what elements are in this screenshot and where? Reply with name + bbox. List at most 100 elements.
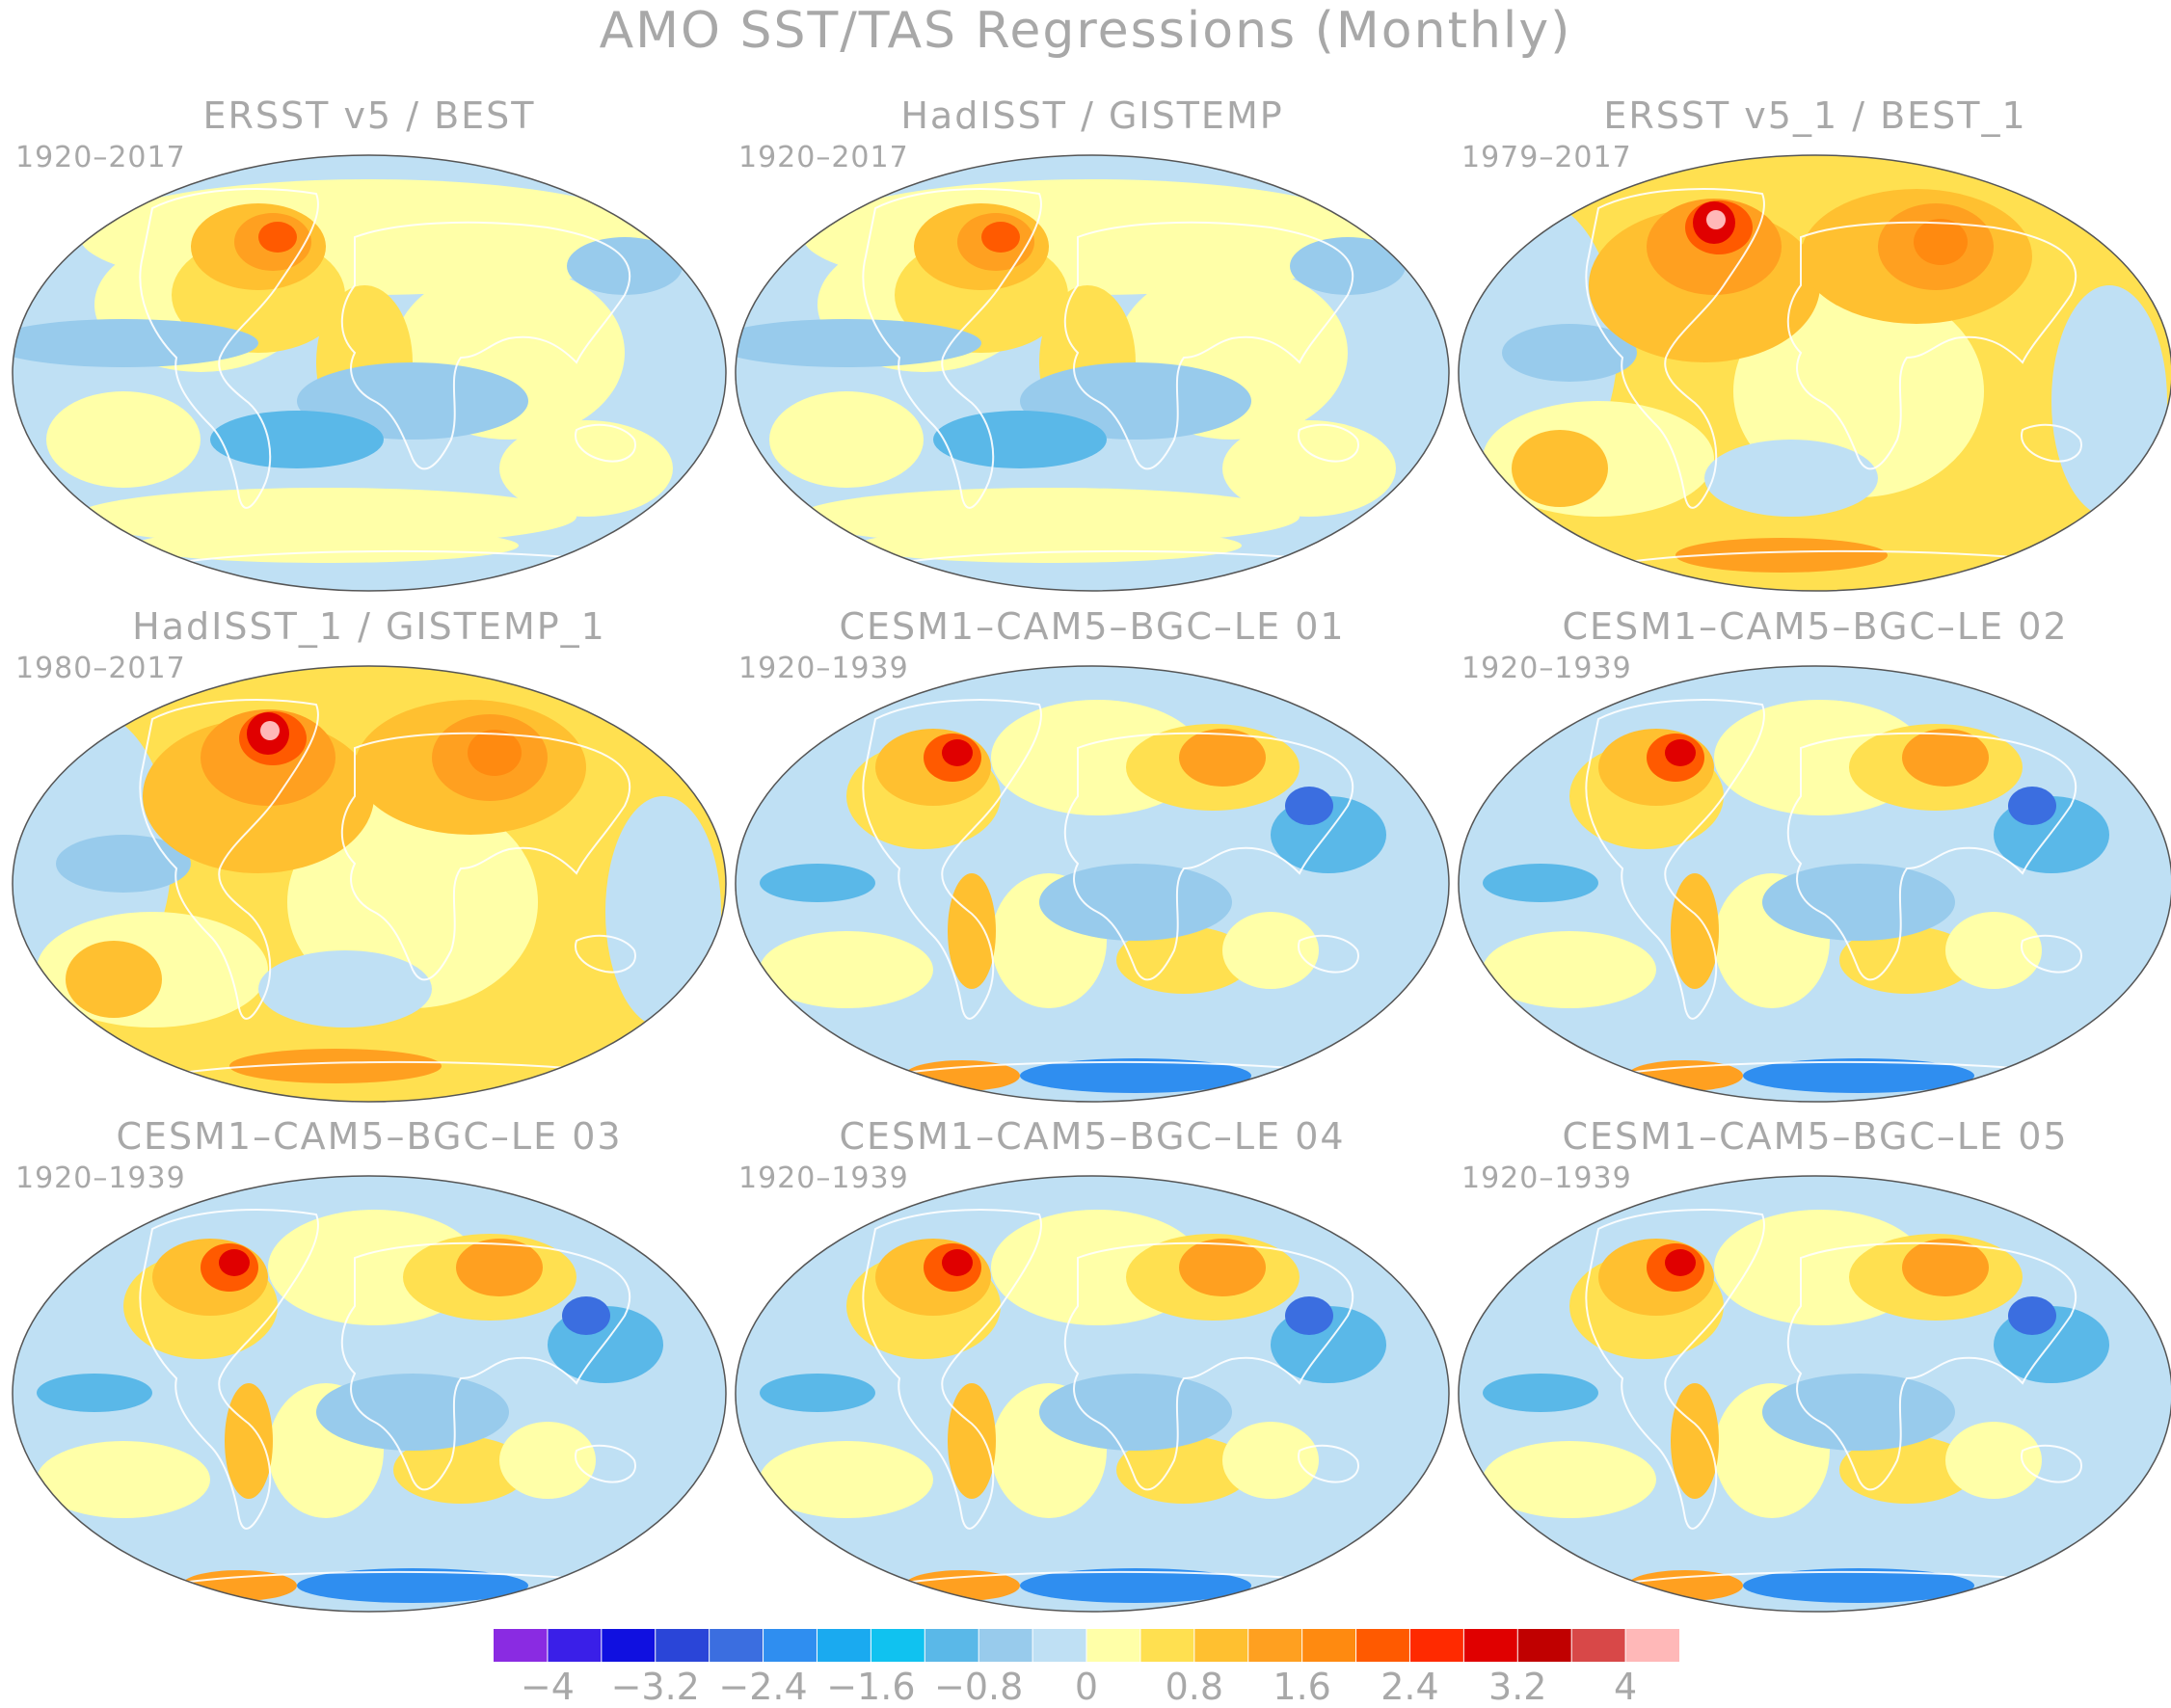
anomaly-region	[1743, 1058, 1974, 1093]
anomaly-region	[1945, 912, 2042, 989]
anomaly-region	[1020, 1568, 1251, 1603]
world-map	[12, 154, 727, 592]
map-panel: CESM1–CAM5–BGC–LE 03 1920–1939	[8, 1115, 731, 1616]
panel-years: 1920–2017	[738, 141, 909, 174]
map-panel: HadISST_1 / GISTEMP_1 1980–2017	[8, 605, 731, 1107]
anomaly-region	[1704, 440, 1878, 517]
anomaly-region	[1116, 926, 1251, 994]
coastline	[1585, 1209, 2082, 1587]
coastline	[1585, 699, 2082, 1077]
colorbar-label: 2.4	[1380, 1666, 1439, 1708]
anomaly-region	[75, 488, 576, 546]
panel-years: 1920–1939	[15, 1161, 186, 1195]
anomaly-region	[856, 528, 1242, 563]
anomaly-region	[1020, 1058, 1251, 1093]
coastline	[862, 188, 1359, 566]
panel-years: 1920–1939	[1461, 1161, 1632, 1195]
anomaly-region	[260, 721, 280, 740]
world-map	[1458, 154, 2171, 592]
anomaly-region	[37, 1441, 210, 1518]
world-map	[735, 154, 1450, 592]
anomaly-region	[2051, 285, 2167, 517]
anomaly-region	[1914, 219, 1968, 265]
colorbar-label: −3.2	[610, 1666, 700, 1708]
colorbar	[494, 1629, 1679, 1662]
anomaly-region	[297, 1568, 528, 1603]
anomaly-region	[258, 950, 432, 1027]
anomaly-region	[66, 941, 162, 1018]
world-map	[735, 665, 1450, 1103]
anomaly-region	[456, 1239, 543, 1296]
anomaly-region	[1902, 729, 1989, 787]
anomaly-region	[760, 1374, 875, 1412]
map-panel: CESM1–CAM5–BGC–LE 04 1920–1939	[731, 1115, 1454, 1616]
anomaly-region	[1285, 787, 1333, 825]
colorbar-swatch	[494, 1629, 549, 1662]
world-map	[1458, 665, 2171, 1103]
anomaly-region	[258, 222, 297, 253]
figure-title: AMO SST/TAS Regressions (Monthly)	[599, 2, 1572, 60]
map-panel: CESM1–CAM5–BGC–LE 02 1920–1939	[1454, 605, 2171, 1107]
anomaly-region	[567, 237, 683, 295]
anomaly-region	[2008, 1296, 2056, 1335]
colorbar-swatch	[817, 1629, 871, 1662]
anomaly-region	[605, 796, 721, 1027]
anomaly-region	[225, 1383, 273, 1499]
map-panel: CESM1–CAM5–BGC–LE 05 1920–1939	[1454, 1115, 2171, 1616]
anomaly-region	[942, 739, 973, 766]
anomaly-region	[1665, 739, 1696, 766]
coastline	[139, 1209, 636, 1587]
anomaly-region	[1665, 1249, 1696, 1276]
colorbar-swatch	[1139, 1629, 1195, 1662]
panel-title: HadISST_1 / GISTEMP_1	[132, 605, 606, 648]
colorbar-label: 0.8	[1165, 1666, 1224, 1708]
panel-title: ERSST v5 / BEST	[202, 94, 536, 137]
anomaly-region	[736, 319, 981, 367]
anomaly-region	[1483, 931, 1656, 1008]
panel-title: CESM1–CAM5–BGC–LE 03	[116, 1115, 623, 1158]
colorbar-label: −0.8	[934, 1666, 1024, 1708]
anomaly-region	[1483, 864, 1598, 902]
anomaly-region	[219, 1249, 250, 1276]
anomaly-region	[1179, 729, 1266, 787]
colorbar-label: −2.4	[718, 1666, 808, 1708]
colorbar-swatch	[1301, 1629, 1357, 1662]
panel-title: CESM1–CAM5–BGC–LE 04	[839, 1115, 1346, 1158]
anomaly-region	[1285, 1296, 1333, 1335]
anomaly-region	[948, 1383, 996, 1499]
map-border	[1458, 665, 2171, 1103]
map-panel: HadISST / GISTEMP 1920–2017	[731, 94, 1454, 596]
coastline	[862, 699, 1359, 1077]
colorbar-label: 0	[1074, 1666, 1099, 1708]
anomaly-region	[1762, 1374, 1955, 1451]
panel-years: 1920–1939	[1461, 652, 1632, 685]
colorbar-swatch	[1463, 1629, 1518, 1662]
anomaly-region	[1762, 864, 1955, 941]
panel-title: CESM1–CAM5–BGC–LE 05	[1562, 1115, 2069, 1158]
colorbar-swatch	[1032, 1629, 1087, 1662]
colorbar-swatch	[1409, 1629, 1464, 1662]
map-border	[12, 154, 727, 592]
world-map	[12, 665, 727, 1103]
map-panel: ERSST v5 / BEST 1920–2017	[8, 94, 731, 596]
anomaly-region	[229, 1049, 442, 1083]
map-border	[1458, 154, 2171, 592]
colorbar-swatch	[925, 1629, 979, 1662]
panel-title: CESM1–CAM5–BGC–LE 01	[839, 605, 1346, 648]
anomaly-region	[1222, 912, 1319, 989]
anomaly-region	[1039, 864, 1232, 941]
anomaly-region	[1502, 324, 1637, 382]
panel-years: 1980–2017	[15, 652, 186, 685]
map-border	[735, 665, 1450, 1103]
map-border	[735, 1175, 1450, 1613]
colorbar-swatch	[1355, 1629, 1410, 1662]
anomaly-region	[1839, 1436, 1974, 1504]
map-border	[12, 1175, 727, 1613]
map-border	[735, 154, 1450, 592]
colorbar-swatch	[1193, 1629, 1249, 1662]
panel-title: ERSST v5_1 / BEST_1	[1603, 94, 2027, 137]
anomaly-region	[133, 528, 519, 563]
anomaly-region	[1222, 420, 1396, 517]
colorbar-swatch	[1517, 1629, 1572, 1662]
map-border	[1458, 1175, 2171, 1613]
